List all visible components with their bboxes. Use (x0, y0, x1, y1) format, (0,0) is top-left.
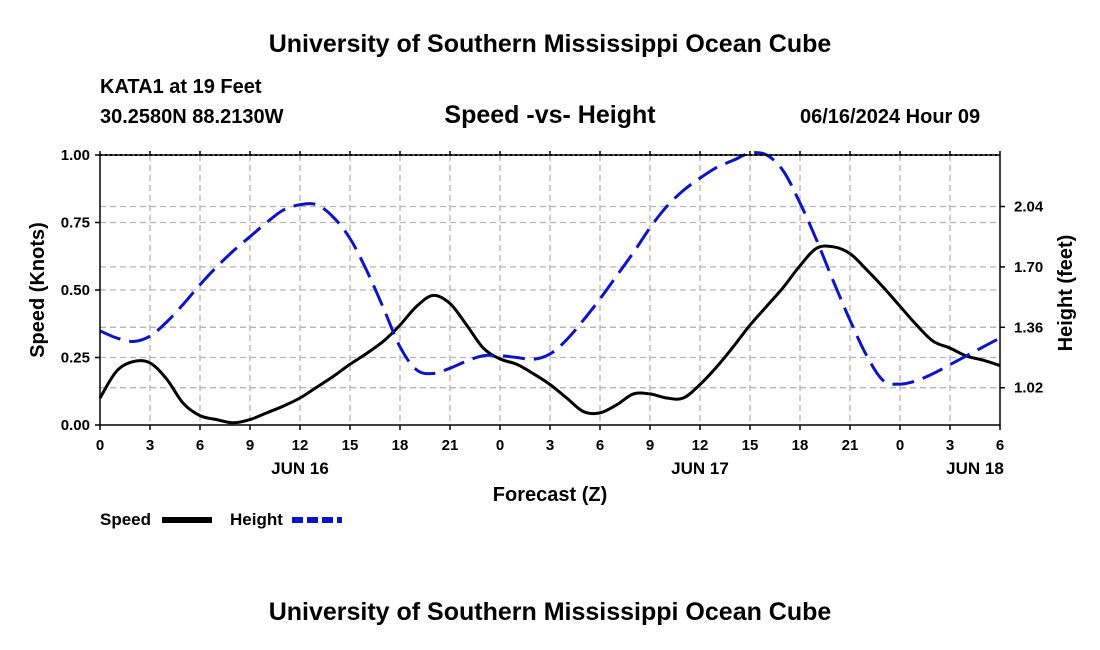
x-tick-label: 6 (996, 437, 1004, 454)
x-tick-label: 3 (946, 437, 954, 454)
x-axis-title: Forecast (Z) (493, 484, 607, 506)
x-tick-label: 6 (596, 437, 604, 454)
x-tick-label: 12 (292, 437, 309, 454)
y2-tick-label: 2.04 (1014, 199, 1044, 216)
x-tick-label: 12 (692, 437, 709, 454)
legend-label-height: Height (230, 510, 283, 529)
x-tick-label: 0 (896, 437, 904, 454)
y2-tick-label: 1.36 (1014, 319, 1043, 336)
legend: Speed Height (100, 510, 342, 529)
x-tick-label: 21 (442, 437, 459, 454)
axes: 0 3 6 9 12 15 18 21 0 3 6 9 12 15 18 21 0 3 6 0.00 0.25 0.50 0… (27, 147, 1077, 506)
day-label: JUN 17 (671, 459, 729, 478)
y2-tick-label: 1.70 (1014, 259, 1043, 276)
y2-tick-label: 1.02 (1014, 380, 1043, 397)
day-label: JUN 18 (946, 459, 1004, 478)
x-tick-label: 15 (742, 437, 759, 454)
x-tick-label: 18 (392, 437, 409, 454)
series-line-height (99, 151, 1001, 386)
x-tick-label: 9 (246, 437, 254, 454)
x-tick-label: 9 (646, 437, 654, 454)
x-tick-label: 6 (196, 437, 204, 454)
footer-title: University of Southern Mississippi Ocean… (268, 598, 832, 626)
station-coordinates: 30.2580N 88.2130W (100, 106, 284, 128)
day-label: JUN 16 (271, 459, 329, 478)
x-tick-label: 18 (792, 437, 809, 454)
y-tick-label: 0.00 (61, 417, 90, 434)
y-tick-label: 0.50 (61, 282, 90, 299)
y-tick-label: 0.25 (61, 350, 90, 367)
x-tick-label: 0 (496, 437, 504, 454)
y-axis-title: Speed (Knots) (27, 222, 49, 358)
station-name: KATA1 at 19 Feet (100, 76, 262, 98)
legend-label-speed: Speed (100, 510, 151, 529)
x-tick-label: 15 (342, 437, 359, 454)
y-tick-label: 0.75 (61, 215, 90, 232)
x-tick-label: 3 (146, 437, 154, 454)
x-tick-label: 21 (842, 437, 859, 454)
y2-axis-title: Height (feet) (1055, 235, 1077, 352)
page-title: University of Southern Mississippi Ocean… (268, 30, 832, 58)
x-tick-label: 0 (96, 437, 104, 454)
series-line-speed (98, 244, 1001, 425)
y-tick-label: 1.00 (61, 147, 90, 164)
chart-title: Speed -vs- Height (444, 101, 656, 129)
series-layer (98, 151, 1001, 425)
x-tick-label: 3 (546, 437, 554, 454)
forecast-datetime: 06/16/2024 Hour 09 (800, 106, 981, 128)
grid (100, 155, 1000, 425)
